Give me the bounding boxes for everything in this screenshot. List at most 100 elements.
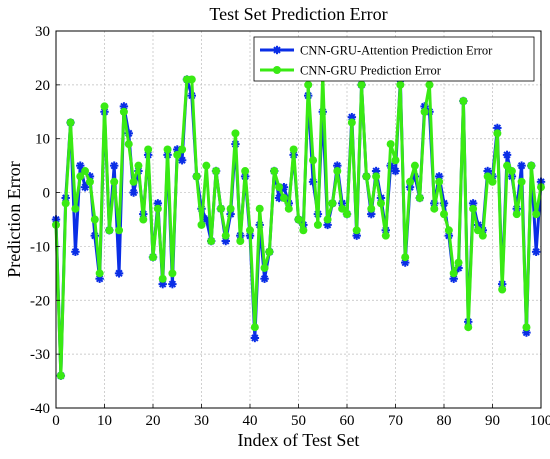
data-point — [323, 215, 332, 224]
legend-box — [253, 36, 535, 82]
y-tick-label: -40 — [30, 401, 50, 417]
x-axis-label: Index of Test Set — [238, 430, 360, 450]
data-point — [76, 172, 85, 181]
legend-item-1: CNN-GRU-Attention Prediction Error — [260, 44, 493, 58]
data-point — [435, 177, 444, 186]
data-point — [522, 323, 531, 332]
x-tick-label: 50 — [291, 413, 306, 429]
data-point — [178, 145, 187, 154]
data-point — [459, 97, 468, 106]
data-point — [406, 177, 415, 186]
data-point — [110, 177, 119, 186]
data-point — [61, 199, 70, 208]
tick-labels: 0 10 20 30 40 50 60 70 80 90 100 -40 -30 -20 -10 0 10 20 3… — [30, 24, 550, 429]
data-point — [192, 172, 201, 181]
legend-marker — [272, 45, 282, 55]
data-point — [328, 199, 337, 208]
data-point — [275, 183, 284, 192]
data-point — [401, 253, 410, 262]
data-point — [532, 210, 541, 219]
data-point — [507, 167, 516, 176]
data-point — [56, 371, 65, 380]
data-point — [493, 129, 502, 138]
data-point — [454, 258, 463, 267]
y-tick-label: -30 — [30, 347, 50, 363]
data-point — [381, 231, 390, 240]
chart-title: Test Set Prediction Error — [209, 4, 387, 24]
data-point — [265, 247, 274, 256]
data-point — [144, 145, 153, 154]
data-point — [81, 167, 90, 176]
x-tick-label: 0 — [52, 413, 60, 429]
data-point — [246, 226, 254, 235]
data-point — [250, 333, 260, 343]
data-point — [503, 161, 512, 170]
data-point — [124, 140, 133, 149]
data-point — [100, 102, 109, 111]
data-point — [119, 107, 128, 116]
y-tick-label: -10 — [30, 239, 50, 255]
data-point — [241, 167, 250, 176]
data-point — [299, 226, 308, 235]
data-point — [367, 204, 376, 213]
data-point — [357, 80, 366, 89]
data-point — [391, 166, 400, 176]
data-point — [270, 167, 279, 176]
data-point — [260, 274, 269, 283]
data-point — [95, 269, 104, 278]
data-point — [76, 161, 85, 170]
data-point — [221, 231, 230, 240]
data-point — [226, 204, 235, 213]
data-point — [517, 177, 526, 186]
legend-marker — [273, 66, 281, 74]
data-point — [517, 161, 526, 170]
data-point — [376, 199, 385, 208]
data-point — [284, 204, 293, 213]
data-point — [343, 210, 351, 219]
data-point — [202, 161, 211, 170]
data-point — [260, 263, 269, 272]
data-point — [333, 167, 342, 176]
data-point — [80, 182, 90, 192]
data-point — [85, 177, 94, 186]
legend-item-2: CNN-GRU Prediction Error — [260, 64, 442, 78]
data-point — [473, 226, 482, 235]
data-point — [90, 215, 99, 224]
x-tick-label: 90 — [485, 413, 500, 429]
x-tick-label: 40 — [243, 413, 258, 429]
data-point — [444, 226, 453, 235]
data-point — [527, 161, 536, 170]
data-point — [352, 226, 361, 235]
x-tick-label: 10 — [97, 413, 112, 429]
x-tick-label: 60 — [340, 413, 355, 429]
legend: CNN-GRU-Attention Prediction Error CNN-GR… — [253, 36, 535, 82]
data-point — [163, 145, 172, 154]
legend-label: CNN-GRU-Attention Prediction Error — [300, 44, 493, 58]
data-point — [294, 215, 303, 224]
y-axis-label: Prediction Error — [4, 161, 24, 277]
data-point — [139, 215, 148, 224]
data-point — [313, 220, 322, 229]
data-point — [212, 167, 221, 176]
data-point — [216, 204, 225, 213]
data-point — [168, 269, 177, 278]
data-point — [231, 129, 240, 138]
data-point — [168, 279, 177, 289]
data-point — [464, 323, 473, 332]
data-point — [207, 237, 216, 246]
data-point — [250, 323, 259, 332]
data-point — [153, 204, 162, 213]
y-tick-label: 0 — [43, 186, 51, 202]
data-point — [279, 193, 288, 202]
data-point — [134, 161, 143, 170]
data-point — [236, 237, 245, 246]
data-point — [478, 231, 487, 240]
series-2 — [52, 70, 545, 380]
data-point — [304, 80, 313, 89]
data-point — [396, 80, 405, 89]
data-point — [289, 145, 298, 154]
data-point — [158, 274, 167, 283]
data-point — [420, 107, 429, 116]
